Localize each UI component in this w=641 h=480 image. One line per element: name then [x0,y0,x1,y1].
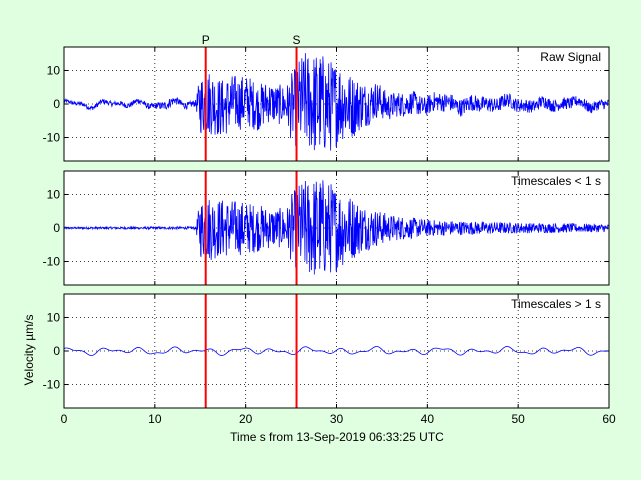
x-tick-label: 0 [61,412,68,426]
x-tick-label: 40 [421,412,435,426]
y-tick-label: -10 [43,378,61,392]
panel-title: Raw Signal [540,50,601,64]
axes-frame [63,293,610,409]
panel-3: 0 10 20 30 40 50 60 10 0 -10 Timescales > 1 s [43,293,616,426]
panel-title: Timescales < 1 s [511,174,601,188]
x-axis-label: Time s from 13-Sep-2019 06:33:25 UTC [230,430,444,444]
panel-title: Timescales > 1 s [511,297,601,311]
y-axis-label: Velocity µm/s [22,315,36,386]
x-tick-label: 50 [511,412,525,426]
y-tick-label: -10 [43,255,61,269]
x-tick-label: 10 [148,412,162,426]
panels-group: 10 0 -10 P S Raw Signal 10 0 -10 Timescales < 1 s… [43,33,616,426]
y-tick-label: 10 [47,63,61,77]
waveform-series [63,53,610,151]
axes-frame [63,170,610,286]
phase-label-p: P [202,33,210,47]
y-tick-label: 0 [53,344,60,358]
panel-2: 10 0 -10 Timescales < 1 s [43,170,610,286]
y-tick-label: 0 [53,221,60,235]
y-tick-label: -10 [43,131,61,145]
waveform-series [63,180,610,275]
y-tick-label: 0 [53,97,60,111]
x-tick-label: 60 [602,412,616,426]
axes-frame [63,46,610,162]
x-tick-label: 30 [330,412,344,426]
waveform-series [63,346,610,356]
panel-1: 10 0 -10 P S Raw Signal [43,33,610,162]
y-tick-label: 10 [47,187,61,201]
phase-label-s: S [293,33,301,47]
x-tick-label: 20 [239,412,253,426]
y-tick-label: 10 [47,310,61,324]
